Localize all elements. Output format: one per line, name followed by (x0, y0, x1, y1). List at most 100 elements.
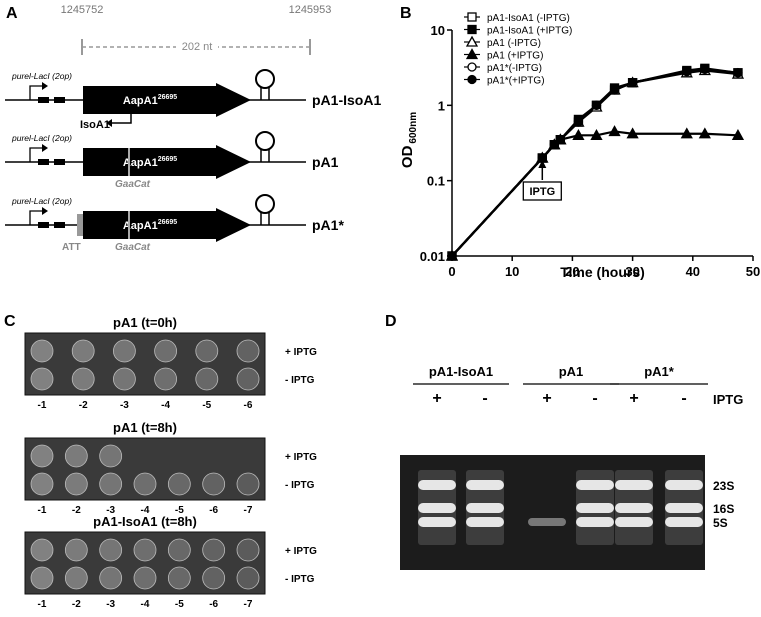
series-line (451, 130, 739, 257)
dilution-label: -3 (106, 505, 115, 516)
colony-spot (133, 566, 157, 590)
dilution-label: -5 (202, 400, 211, 411)
gene-arrow (83, 83, 251, 117)
colony-spot (236, 367, 260, 391)
marker (573, 116, 584, 126)
dilution-label: -7 (244, 599, 253, 610)
operator (38, 159, 49, 165)
legend-marker (465, 35, 479, 47)
legend-label: pA1-IsoA1 (+IPTG) (487, 26, 572, 37)
series-line (451, 69, 739, 257)
colony-spot (236, 339, 260, 363)
legend-marker (467, 12, 477, 22)
colony-spot (99, 472, 123, 496)
lane-label: + (432, 390, 441, 407)
promoter-label: purel-LacI (2op) (11, 71, 72, 81)
legend-marker (467, 62, 477, 72)
antisense-label: IsoA1 (80, 119, 110, 131)
colony-spot (30, 538, 54, 562)
marker (591, 100, 602, 110)
legend-label: pA1-IsoA1 (-IPTG) (487, 13, 570, 24)
strain: 26695 (158, 156, 178, 163)
colony-spot (99, 538, 123, 562)
marker (549, 140, 559, 150)
y-tick-label: 1 (438, 98, 445, 113)
gene-label: AapA126695 (123, 219, 177, 232)
legend-label: pA1*(-IPTG) (487, 63, 542, 74)
colony-spot (64, 444, 88, 468)
y-tick-label: 0.01 (420, 249, 445, 264)
colony-spot (30, 566, 54, 590)
lane-label: + (542, 390, 551, 407)
plate-title: pA1-IsoA1 (t=8h) (93, 514, 197, 529)
start-codon (77, 214, 83, 236)
promoter-arrowhead (42, 207, 48, 215)
series-line (451, 68, 739, 257)
dilution-label: -2 (72, 599, 81, 610)
mutation-label: GaaCat (115, 242, 151, 253)
x-tick-label: 30 (625, 264, 639, 279)
panel-letter: A (6, 5, 18, 22)
x-tick-label: 20 (565, 264, 579, 279)
marker (447, 251, 457, 261)
antisense-arrow (112, 114, 132, 124)
dilution-label: -3 (106, 599, 115, 610)
legend-label: pA1*(+IPTG) (487, 76, 545, 87)
colony-spot (154, 367, 178, 391)
span-label: 202 nt (182, 41, 213, 53)
marker (700, 64, 710, 75)
construct-name: pA1* (312, 217, 344, 233)
legend-label: pA1 (+IPTG) (487, 51, 543, 62)
operator (54, 97, 65, 103)
series-line (451, 67, 739, 257)
mutation-label: GaaCat (115, 179, 151, 190)
colony-spot (64, 538, 88, 562)
lane-label: - (482, 390, 487, 407)
marker (731, 128, 745, 140)
dilution-label: -1 (38, 599, 47, 610)
colony-spot (236, 538, 260, 562)
colony-spot (195, 367, 219, 391)
row-label: - IPTG (285, 375, 315, 386)
group-label: pA1-IsoA1 (429, 364, 493, 379)
colony-spot (30, 472, 54, 496)
antisense-arrowhead (106, 119, 112, 127)
colony-spot (99, 566, 123, 590)
legend-marker (465, 48, 479, 60)
colony-spot (195, 339, 219, 363)
legend-marker (467, 24, 477, 35)
promoter-arrow (29, 210, 42, 225)
dilution-label: -3 (120, 400, 129, 411)
construct-name: pA1 (312, 154, 339, 170)
operator (54, 222, 65, 228)
rna-band (418, 517, 456, 527)
start-label: ATT (62, 242, 81, 253)
row-label: + IPTG (285, 347, 317, 358)
y-tick-label: 10 (431, 23, 445, 38)
panel-letter: D (385, 313, 397, 330)
promoter-arrow (29, 85, 42, 100)
x-tick-label: 0 (448, 264, 455, 279)
colony-spot (154, 339, 178, 363)
promoter-arrow (29, 147, 42, 162)
rna-band (466, 480, 504, 490)
strain: 26695 (158, 94, 178, 101)
colony-spot (167, 566, 191, 590)
rna-band (665, 480, 703, 490)
dilution-label: -1 (38, 505, 47, 516)
x-tick-label: 40 (686, 264, 700, 279)
marker (609, 84, 620, 94)
rna-band (665, 503, 703, 513)
panel-letter: C (4, 313, 16, 330)
y-tick-label: 0.1 (427, 174, 445, 189)
annotation-arrowhead (538, 160, 547, 168)
gene-label: AapA126695 (123, 156, 177, 169)
plate-title: pA1 (t=0h) (113, 315, 177, 330)
dilution-label: -5 (175, 505, 184, 516)
rna-band (665, 517, 703, 527)
plate-title: pA1 (t=8h) (113, 420, 177, 435)
rna-band (615, 480, 653, 490)
row-label: + IPTG (285, 546, 317, 557)
marker (555, 135, 566, 145)
colony-spot (71, 339, 95, 363)
